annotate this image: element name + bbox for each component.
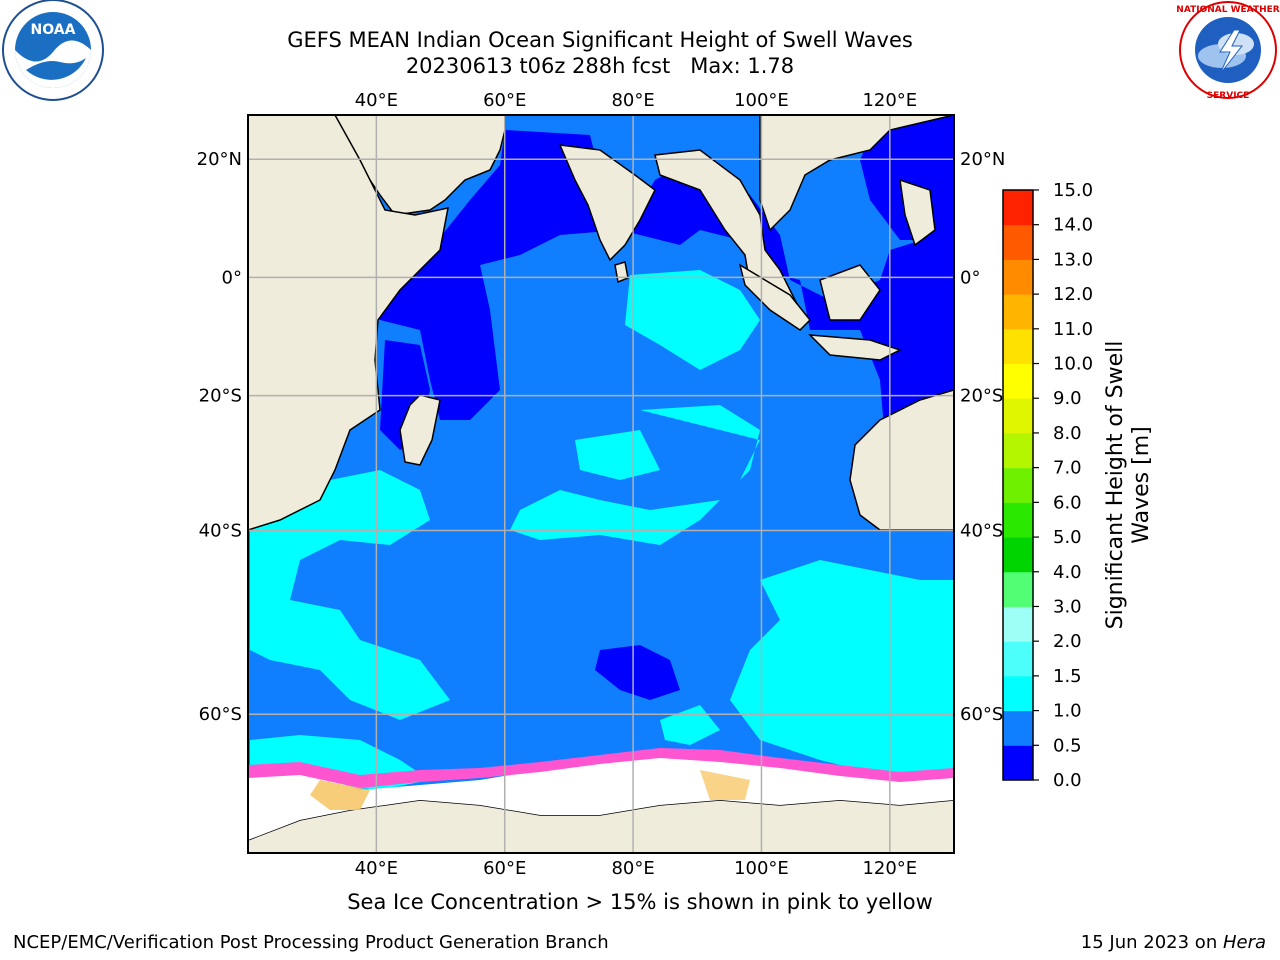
- lat-tick-left--60: 60°S: [199, 704, 242, 725]
- ice-note: Sea Ice Concentration > 15% is shown in …: [347, 890, 933, 914]
- footer-credit: NCEP/EMC/Verification Post Processing Pr…: [13, 932, 609, 953]
- lon-tick-top-100: 100°E: [734, 90, 789, 111]
- lon-tick-bottom-100: 100°E: [734, 858, 789, 879]
- lon-tick-top-40: 40°E: [355, 90, 398, 111]
- colorbar-ticks: 0.0 0.5 1.0 1.5 2.0 3.0 4.0 5.0 6.0 7.0 8.0 9.0 10.0…: [1033, 180, 1093, 791]
- footer-host: Hera: [1222, 932, 1266, 953]
- sea-ice: [248, 755, 954, 840]
- colorbar-swatch-1: [1003, 710, 1033, 746]
- svg-text:NATIONAL WEATHER: NATIONAL WEATHER: [1176, 5, 1279, 15]
- lat-tick-left-20: 20°N: [197, 149, 242, 170]
- colorbar-swatch-15: [1003, 224, 1033, 260]
- colorbar-tick-11: 9.0: [1053, 388, 1082, 409]
- colorbar-swatch-8: [1003, 467, 1033, 503]
- svg-text:SERVICE: SERVICE: [1207, 91, 1250, 101]
- colorbar-swatch-4: [1003, 606, 1033, 642]
- lon-tick-bottom-80: 80°E: [611, 858, 654, 879]
- colorbar-swatch-14: [1003, 259, 1033, 295]
- lon-ticks-top: 40°E 60°E 80°E 100°E 120°E: [355, 90, 917, 111]
- colorbar: [1003, 190, 1033, 781]
- colorbar-tick-1: 0.5: [1053, 735, 1082, 756]
- colorbar-swatch-0: [1003, 745, 1033, 781]
- colorbar-swatch-3: [1003, 641, 1033, 677]
- ice-yellow-patch-2: [700, 770, 750, 800]
- lat-tick-left--40: 40°S: [199, 520, 242, 541]
- lat-tick-left--20: 20°S: [199, 386, 242, 407]
- colorbar-swatch-13: [1003, 294, 1033, 330]
- colorbar-tick-10: 8.0: [1053, 423, 1082, 444]
- colorbar-swatch-6: [1003, 537, 1033, 573]
- noaa-logo-icon: NOAA: [2, 0, 104, 101]
- lon-tick-top-80: 80°E: [611, 90, 654, 111]
- colorbar-tick-7: 5.0: [1053, 527, 1082, 548]
- colorbar-swatch-9: [1003, 432, 1033, 469]
- lon-ticks-bottom: 40°E 60°E 80°E 100°E 120°E: [355, 858, 917, 879]
- colorbar-tick-0: 0.0: [1053, 770, 1082, 791]
- map-frame: [247, 114, 955, 854]
- colorbar-swatch-7: [1003, 502, 1033, 538]
- colorbar-tick-3: 1.5: [1053, 666, 1082, 687]
- lat-ticks-left: 20°N 0° 20°S 40°S 60°S: [197, 149, 242, 725]
- footer-date: 15 Jun 2023 on Hera: [1081, 932, 1266, 953]
- lon-tick-bottom-60: 60°E: [483, 858, 526, 879]
- colorbar-label-line2: Waves [m]: [1129, 426, 1154, 543]
- swell-1.0-1.5-regions: [250, 270, 954, 790]
- colorbar-tick-9: 7.0: [1053, 458, 1082, 479]
- colorbar-tick-6: 4.0: [1053, 562, 1082, 583]
- colorbar-swatch-11: [1003, 363, 1033, 399]
- lat-tick-right-20: 20°N: [960, 149, 1005, 170]
- colorbar-tick-17: 15.0: [1053, 180, 1093, 201]
- lon-tick-top-120: 120°E: [862, 90, 917, 111]
- map-area: [248, 115, 954, 853]
- ice-yellow-patch: [310, 780, 370, 810]
- colorbar-tick-8: 6.0: [1053, 492, 1082, 513]
- lon-tick-bottom-120: 120°E: [862, 858, 917, 879]
- lon-tick-bottom-40: 40°E: [355, 858, 398, 879]
- nws-logo-icon: NATIONAL WEATHER SERVICE: [1176, 1, 1280, 101]
- colorbar-swatch-2: [1003, 675, 1033, 712]
- noaa-logo-text: NOAA: [31, 22, 76, 38]
- lon-tick-top-60: 60°E: [483, 90, 526, 111]
- colorbar-tick-12: 10.0: [1053, 354, 1093, 375]
- colorbar-tick-16: 14.0: [1053, 215, 1093, 236]
- lat-ticks-right: 20°N 0° 20°S 40°S 60°S: [960, 149, 1005, 725]
- lat-tick-right--40: 40°S: [960, 520, 1003, 541]
- title-line-1: GEFS MEAN Indian Ocean Significant Heigh…: [287, 28, 913, 52]
- colorbar-tick-5: 3.0: [1053, 596, 1082, 617]
- gridlines: [248, 115, 954, 853]
- lat-tick-right--20: 20°S: [960, 386, 1003, 407]
- lat-tick-left-0: 0°: [222, 267, 242, 288]
- colorbar-tick-15: 13.0: [1053, 249, 1093, 270]
- footer-date-text: 15 Jun 2023 on: [1080, 932, 1223, 953]
- colorbar-label-line1: Significant Height of Swell: [1103, 341, 1128, 630]
- colorbar-tick-2: 1.0: [1053, 701, 1082, 722]
- colorbar-tick-13: 11.0: [1053, 319, 1093, 340]
- colorbar-swatch-12: [1003, 328, 1033, 365]
- lat-tick-right-0: 0°: [960, 267, 980, 288]
- colorbar-swatch-10: [1003, 398, 1033, 434]
- colorbar-tick-14: 12.0: [1053, 284, 1093, 305]
- lat-tick-right--60: 60°S: [960, 704, 1003, 725]
- ice-edge-pink: [248, 748, 954, 788]
- colorbar-swatch-5: [1003, 571, 1033, 607]
- colorbar-swatch-16: [1003, 190, 1033, 226]
- colorbar-tick-4: 2.0: [1053, 631, 1082, 652]
- colorbar-frame: [1002, 189, 1034, 781]
- title-line-2: 20230613 t06z 288h fcst Max: 1.78: [405, 54, 795, 78]
